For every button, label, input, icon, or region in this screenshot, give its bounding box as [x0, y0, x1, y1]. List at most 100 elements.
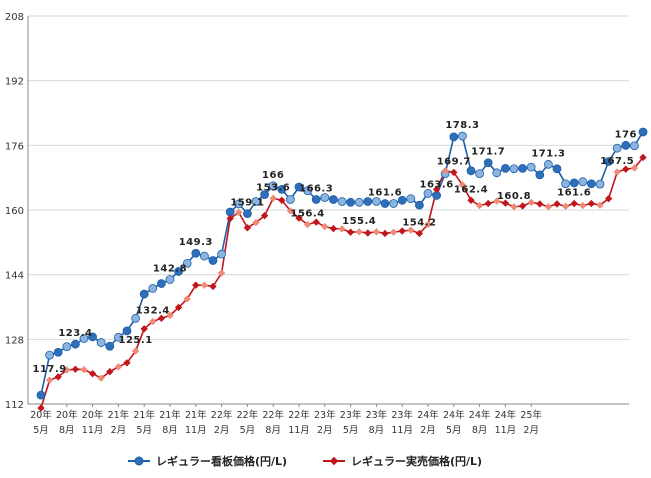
- x-tick-label-year: 21年: [108, 409, 130, 421]
- point-actual: [346, 228, 355, 236]
- x-tick-label-year: 21年: [159, 409, 181, 421]
- x-tick-label-year: 20年: [56, 409, 78, 421]
- point-actual: [97, 374, 105, 382]
- point-signboard: [294, 182, 304, 192]
- point-signboard: [389, 199, 399, 208]
- point-signboard: [191, 248, 201, 258]
- point-actual: [312, 218, 320, 226]
- point-signboard: [578, 177, 588, 187]
- point-actual: [183, 295, 191, 303]
- point-signboard: [518, 163, 527, 173]
- y-tick-label: 128: [5, 335, 24, 346]
- point-signboard: [242, 209, 252, 219]
- point-actual: [131, 347, 140, 355]
- y-tick-label: 112: [5, 400, 24, 411]
- point-actual: [123, 359, 131, 367]
- point-signboard: [234, 199, 244, 209]
- point-signboard: [53, 347, 63, 357]
- point-signboard: [131, 313, 141, 323]
- data-label: 154.2: [402, 217, 436, 228]
- point-actual: [475, 201, 484, 210]
- point-actual: [174, 303, 183, 312]
- x-tick-label-year: 20年: [82, 409, 104, 421]
- point-signboard: [165, 275, 175, 284]
- point-actual: [252, 218, 260, 227]
- x-tick-label-year: 22年: [211, 409, 233, 421]
- point-signboard: [182, 258, 192, 268]
- data-label: 160.8: [497, 191, 531, 202]
- x-tick-label-year: 23年: [366, 409, 388, 421]
- point-actual: [630, 164, 639, 172]
- point-actual: [140, 325, 148, 333]
- point-actual: [260, 211, 269, 220]
- point-actual: [114, 363, 123, 371]
- data-label: 149.3: [179, 237, 213, 248]
- point-signboard: [122, 326, 132, 336]
- point-actual: [415, 229, 424, 238]
- point-actual: [286, 207, 295, 215]
- point-signboard: [251, 197, 261, 206]
- x-tick-label-month: 5月: [343, 425, 359, 436]
- point-signboard: [139, 289, 149, 299]
- point-actual: [338, 225, 346, 233]
- point-signboard: [483, 158, 493, 168]
- data-label: 161.6: [368, 188, 402, 199]
- point-actual: [303, 220, 312, 229]
- x-tick-label-month: 2月: [214, 425, 230, 436]
- gridlines: [28, 15, 629, 340]
- data-labels: 117.9 123.4 125.1 132.4 142.8 149.3 159.1 153.6…: [33, 120, 637, 375]
- point-signboard: [630, 141, 639, 151]
- x-tick-label-year: 24年: [417, 409, 439, 421]
- point-actual: [544, 203, 553, 211]
- point-actual: [484, 199, 492, 208]
- point-actual: [88, 370, 97, 378]
- x-tick-label-month: 8月: [369, 425, 385, 436]
- point-signboard: [544, 159, 553, 169]
- y-tick-label: 192: [5, 77, 24, 88]
- x-tick-label-month: 11月: [185, 425, 207, 436]
- point-signboard: [320, 193, 330, 202]
- x-tick-label-year: 21年: [185, 409, 207, 421]
- data-label: 159.1: [230, 198, 264, 209]
- point-signboard: [199, 251, 209, 261]
- x-tick-label-month: 5月: [33, 425, 49, 436]
- point-signboard: [208, 256, 218, 265]
- point-signboard: [36, 390, 46, 400]
- x-tick-label-month: 11月: [495, 425, 517, 436]
- x-tick-label-year: 23年: [340, 409, 362, 421]
- point-actual: [561, 202, 570, 211]
- data-label: 166.3: [299, 183, 333, 194]
- data-label: 161.6: [557, 188, 591, 199]
- point-actual: [71, 365, 80, 373]
- point-signboard: [552, 164, 562, 174]
- data-label: 166: [262, 170, 284, 181]
- point-signboard: [88, 332, 97, 342]
- x-tick-label-year: 25年: [520, 409, 542, 421]
- x-tick-label-month: 8月: [59, 425, 75, 436]
- point-signboard: [311, 195, 321, 204]
- point-signboard: [638, 127, 648, 137]
- data-label: 155.4: [342, 216, 376, 227]
- point-actual: [381, 229, 389, 238]
- y-tick-label: 160: [5, 206, 24, 217]
- data-label: 178.3: [445, 120, 479, 131]
- point-signboard: [380, 199, 390, 208]
- point-signboard: [277, 184, 287, 194]
- data-label: 162.4: [454, 184, 488, 195]
- data-label: 125.1: [119, 335, 153, 346]
- point-actual: [536, 200, 544, 208]
- point-signboard: [569, 178, 579, 188]
- x-tick-label-year: 22年: [237, 409, 259, 421]
- point-actual: [209, 282, 217, 291]
- point-actual: [200, 281, 209, 289]
- point-actual: [570, 199, 578, 208]
- y-tick-label: 208: [5, 12, 24, 23]
- axes: 112 128 144 160 176 192 208 20年 5月 20年 8月 20年 11月 21年…: [5, 12, 629, 436]
- point-signboard: [457, 131, 467, 141]
- point-signboard: [423, 189, 433, 198]
- data-label: 163.6: [420, 179, 454, 190]
- y-tick-label: 176: [5, 141, 24, 152]
- point-actual: [441, 167, 449, 175]
- data-label: 142.8: [153, 264, 187, 275]
